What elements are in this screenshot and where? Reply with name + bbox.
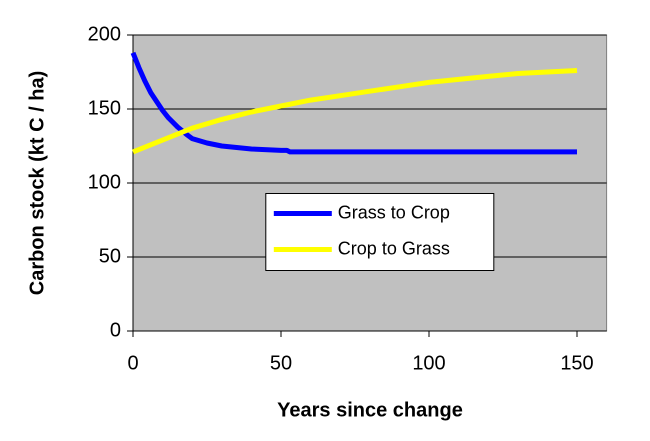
legend-box: [265, 193, 495, 271]
line-series: [130, 51, 577, 155]
y-tick-label: 200: [88, 23, 121, 45]
y-axis-title: Carbon stock (kt C / ha): [26, 71, 48, 295]
y-tick-label: 0: [110, 319, 121, 341]
line-series: [132, 68, 578, 155]
x-axis-title: Years since change: [277, 399, 463, 421]
x-tick-label: 0: [127, 352, 138, 374]
y-tick-label: 100: [88, 171, 121, 193]
y-tick-label: 50: [99, 245, 121, 267]
x-tick-label: 50: [270, 352, 292, 374]
x-tick-label: 100: [412, 352, 445, 374]
legend: Grass to Crop Crop to Grass: [265, 193, 495, 271]
y-tick-label: 150: [88, 97, 121, 119]
x-tick-label: 150: [560, 352, 593, 374]
legend-label: Crop to Grass: [338, 238, 450, 258]
legend-label: Grass to Crop: [338, 202, 450, 222]
